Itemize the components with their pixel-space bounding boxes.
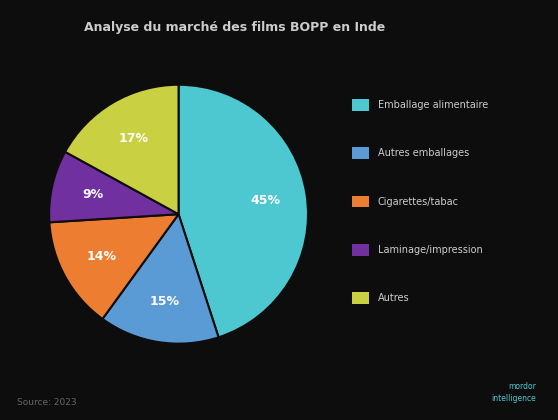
Text: Autres emballages: Autres emballages	[378, 148, 469, 158]
Text: 9%: 9%	[82, 189, 103, 202]
Text: 14%: 14%	[86, 250, 117, 263]
Text: 17%: 17%	[119, 132, 149, 145]
Text: Laminage/impression: Laminage/impression	[378, 245, 483, 255]
Text: Emballage alimentaire: Emballage alimentaire	[378, 100, 488, 110]
Text: Analyse du marché des films BOPP en Inde: Analyse du marché des films BOPP en Inde	[84, 21, 385, 34]
Text: 15%: 15%	[150, 295, 180, 307]
Wedge shape	[179, 85, 308, 337]
Text: Cigarettes/tabac: Cigarettes/tabac	[378, 197, 459, 207]
Text: Source: 2023: Source: 2023	[17, 399, 76, 407]
Text: Autres: Autres	[378, 293, 410, 303]
Text: 45%: 45%	[251, 194, 281, 207]
Wedge shape	[103, 214, 219, 344]
Text: mordor
intelligence: mordor intelligence	[491, 382, 536, 403]
Wedge shape	[49, 152, 179, 222]
Wedge shape	[49, 214, 179, 319]
Wedge shape	[65, 85, 179, 214]
